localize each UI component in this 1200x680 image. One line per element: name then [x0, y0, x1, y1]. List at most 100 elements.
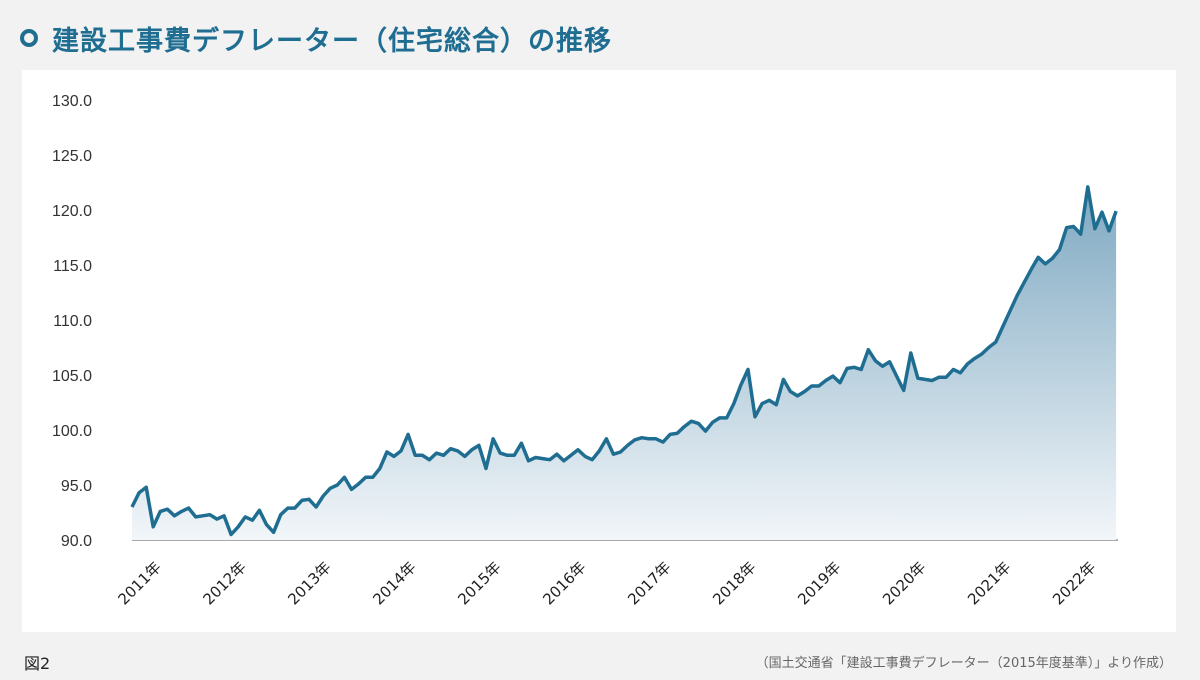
data-point: [1029, 267, 1033, 271]
data-point: [965, 362, 969, 366]
data-point: [265, 523, 269, 527]
data-point: [364, 475, 368, 479]
data-point: [668, 432, 672, 436]
data-point: [944, 375, 948, 379]
data-point: [1036, 255, 1040, 259]
x-tick-label: 2013年: [284, 558, 334, 608]
data-point: [647, 437, 651, 441]
data-point: [824, 379, 828, 383]
data-point: [909, 351, 913, 355]
source-note: （国土交通省「建設工事費デフレーター（2015年度基準）」より作成）: [755, 656, 1172, 671]
data-point: [399, 449, 403, 453]
data-point: [590, 458, 594, 462]
y-tick-label: 120.0: [52, 203, 92, 220]
data-point: [328, 486, 332, 490]
y-tick-label: 115.0: [53, 258, 92, 275]
x-axis: 2011年 2012年 2013年 2014年 2015年 2016年 2017年 2018年…: [114, 558, 1099, 608]
data-point: [293, 506, 297, 510]
data-point: [987, 346, 991, 350]
data-point: [725, 416, 729, 420]
data-point: [449, 447, 453, 451]
data-point: [817, 384, 821, 388]
x-tick-label: 2016年: [539, 558, 589, 608]
data-point: [1050, 256, 1054, 260]
data-point: [548, 458, 552, 462]
data-point: [689, 419, 693, 423]
data-point: [958, 371, 962, 375]
figure-label: 図2: [24, 654, 51, 673]
data-point: [626, 443, 630, 447]
data-point: [881, 364, 885, 368]
data-point: [491, 437, 495, 441]
data-point: [470, 448, 474, 452]
y-tick-label: 125.0: [52, 148, 92, 165]
data-point: [760, 402, 764, 406]
y-tick-label: 90.0: [61, 533, 92, 550]
data-point: [173, 514, 177, 518]
data-point: [1072, 225, 1076, 229]
data-point: [1114, 209, 1118, 213]
data-point: [519, 441, 523, 445]
data-point: [165, 507, 169, 511]
data-point: [930, 379, 934, 383]
data-point: [583, 454, 587, 458]
data-point: [194, 515, 198, 519]
data-point: [611, 452, 615, 456]
data-point: [527, 459, 531, 463]
data-point: [562, 459, 566, 463]
data-point: [1079, 232, 1083, 236]
data-point: [753, 415, 757, 419]
x-tick-label: 2022年: [1049, 558, 1099, 608]
x-tick-label: 2014年: [369, 558, 419, 608]
data-point: [484, 467, 488, 471]
data-point: [1008, 309, 1012, 313]
data-point: [357, 482, 361, 486]
data-point: [774, 403, 778, 407]
data-point: [746, 368, 750, 372]
data-point: [413, 453, 417, 457]
data-point: [342, 475, 346, 479]
data-point: [208, 513, 212, 517]
data-point: [732, 402, 736, 406]
data-point: [916, 376, 920, 380]
data-point: [1065, 226, 1069, 230]
x-tick-label: 2019年: [794, 558, 844, 608]
data-point: [350, 487, 354, 491]
data-point: [781, 377, 785, 381]
y-tick-label: 100.0: [52, 423, 92, 440]
data-point: [463, 454, 467, 458]
data-point: [1093, 227, 1097, 231]
data-point: [180, 509, 184, 513]
data-point: [619, 450, 623, 454]
data-point: [1107, 229, 1111, 233]
data-point: [1022, 281, 1026, 285]
data-point: [937, 375, 941, 379]
data-point: [994, 340, 998, 344]
x-tick-label: 2012年: [199, 558, 249, 608]
series-line: [130, 185, 1118, 537]
data-point: [420, 453, 424, 457]
data-point: [1058, 248, 1062, 252]
x-tick-label: 2018年: [709, 558, 759, 608]
data-point: [873, 359, 877, 363]
data-point: [236, 525, 240, 529]
data-point: [406, 432, 410, 436]
data-point: [682, 425, 686, 429]
data-point: [201, 514, 205, 518]
x-tick-label: 2021年: [964, 558, 1014, 608]
data-point: [718, 416, 722, 420]
data-point: [888, 360, 892, 364]
data-point: [810, 384, 814, 388]
data-point: [902, 388, 906, 392]
data-point: [1043, 262, 1047, 266]
data-point: [831, 374, 835, 378]
y-tick-label: 130.0: [52, 93, 92, 110]
data-point: [661, 440, 665, 444]
data-point: [371, 475, 375, 479]
data-point: [767, 398, 771, 402]
y-axis: 90.0 95.0 100.0 105.0 110.0 115.0 120.0 125.0 13…: [52, 93, 92, 550]
data-point: [534, 456, 538, 460]
data-point: [803, 390, 807, 394]
data-point: [286, 506, 290, 510]
data-point: [838, 381, 842, 385]
